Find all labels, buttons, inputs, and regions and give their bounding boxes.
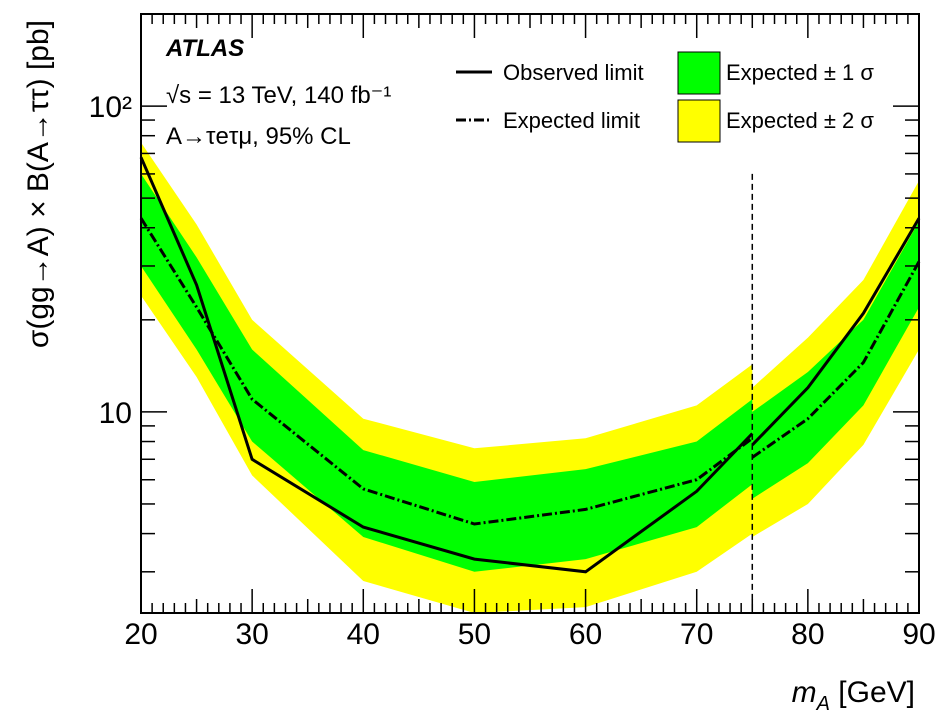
x-tick-label: 20	[124, 618, 157, 651]
expected-limit-line-0	[139, 217, 754, 526]
legend-1sigma-swatch	[677, 51, 721, 95]
y-tick-label: 10²	[89, 91, 132, 124]
energy-lumi-label: √s = 13 TeV, 140 fb⁻¹	[166, 82, 391, 109]
observed-limit-line-1	[751, 217, 921, 446]
x-tick-label: 50	[458, 618, 491, 651]
x-tick-label: 80	[791, 618, 824, 651]
expected-limit-line-1	[751, 260, 921, 459]
legend-1sigma-label: Expected ± 1 σ	[726, 60, 874, 85]
observed-limit-line-0	[139, 156, 754, 574]
x-tick-label: 30	[235, 618, 268, 651]
legend-2sigma-label: Expected ± 2 σ	[726, 108, 874, 133]
axes: 20 30 40 50 60 70 80 90 10 10²	[89, 13, 936, 651]
x-tick-label: 40	[347, 618, 380, 651]
legend: Observed limit Expected limit Expected ±…	[456, 51, 874, 143]
y-tick-label: 10	[99, 397, 132, 430]
channel-label: A→τeτμ, 95% CL	[166, 123, 351, 150]
legend-expected-label: Expected limit	[503, 108, 640, 133]
y-axis-label: σ(gg→A) × B(A→ττ) [pb]	[22, 20, 55, 348]
x-axis-label: mA [GeV]	[792, 676, 915, 714]
legend-2sigma-swatch	[677, 99, 721, 143]
limit-lines	[139, 156, 921, 574]
x-tick-label: 60	[569, 618, 602, 651]
x-tick-label: 90	[902, 618, 935, 651]
legend-observed-label: Observed limit	[503, 60, 644, 85]
band-1sigma-0	[141, 173, 753, 572]
atlas-label: ATLAS	[165, 35, 244, 62]
x-tick-label: 70	[680, 618, 713, 651]
